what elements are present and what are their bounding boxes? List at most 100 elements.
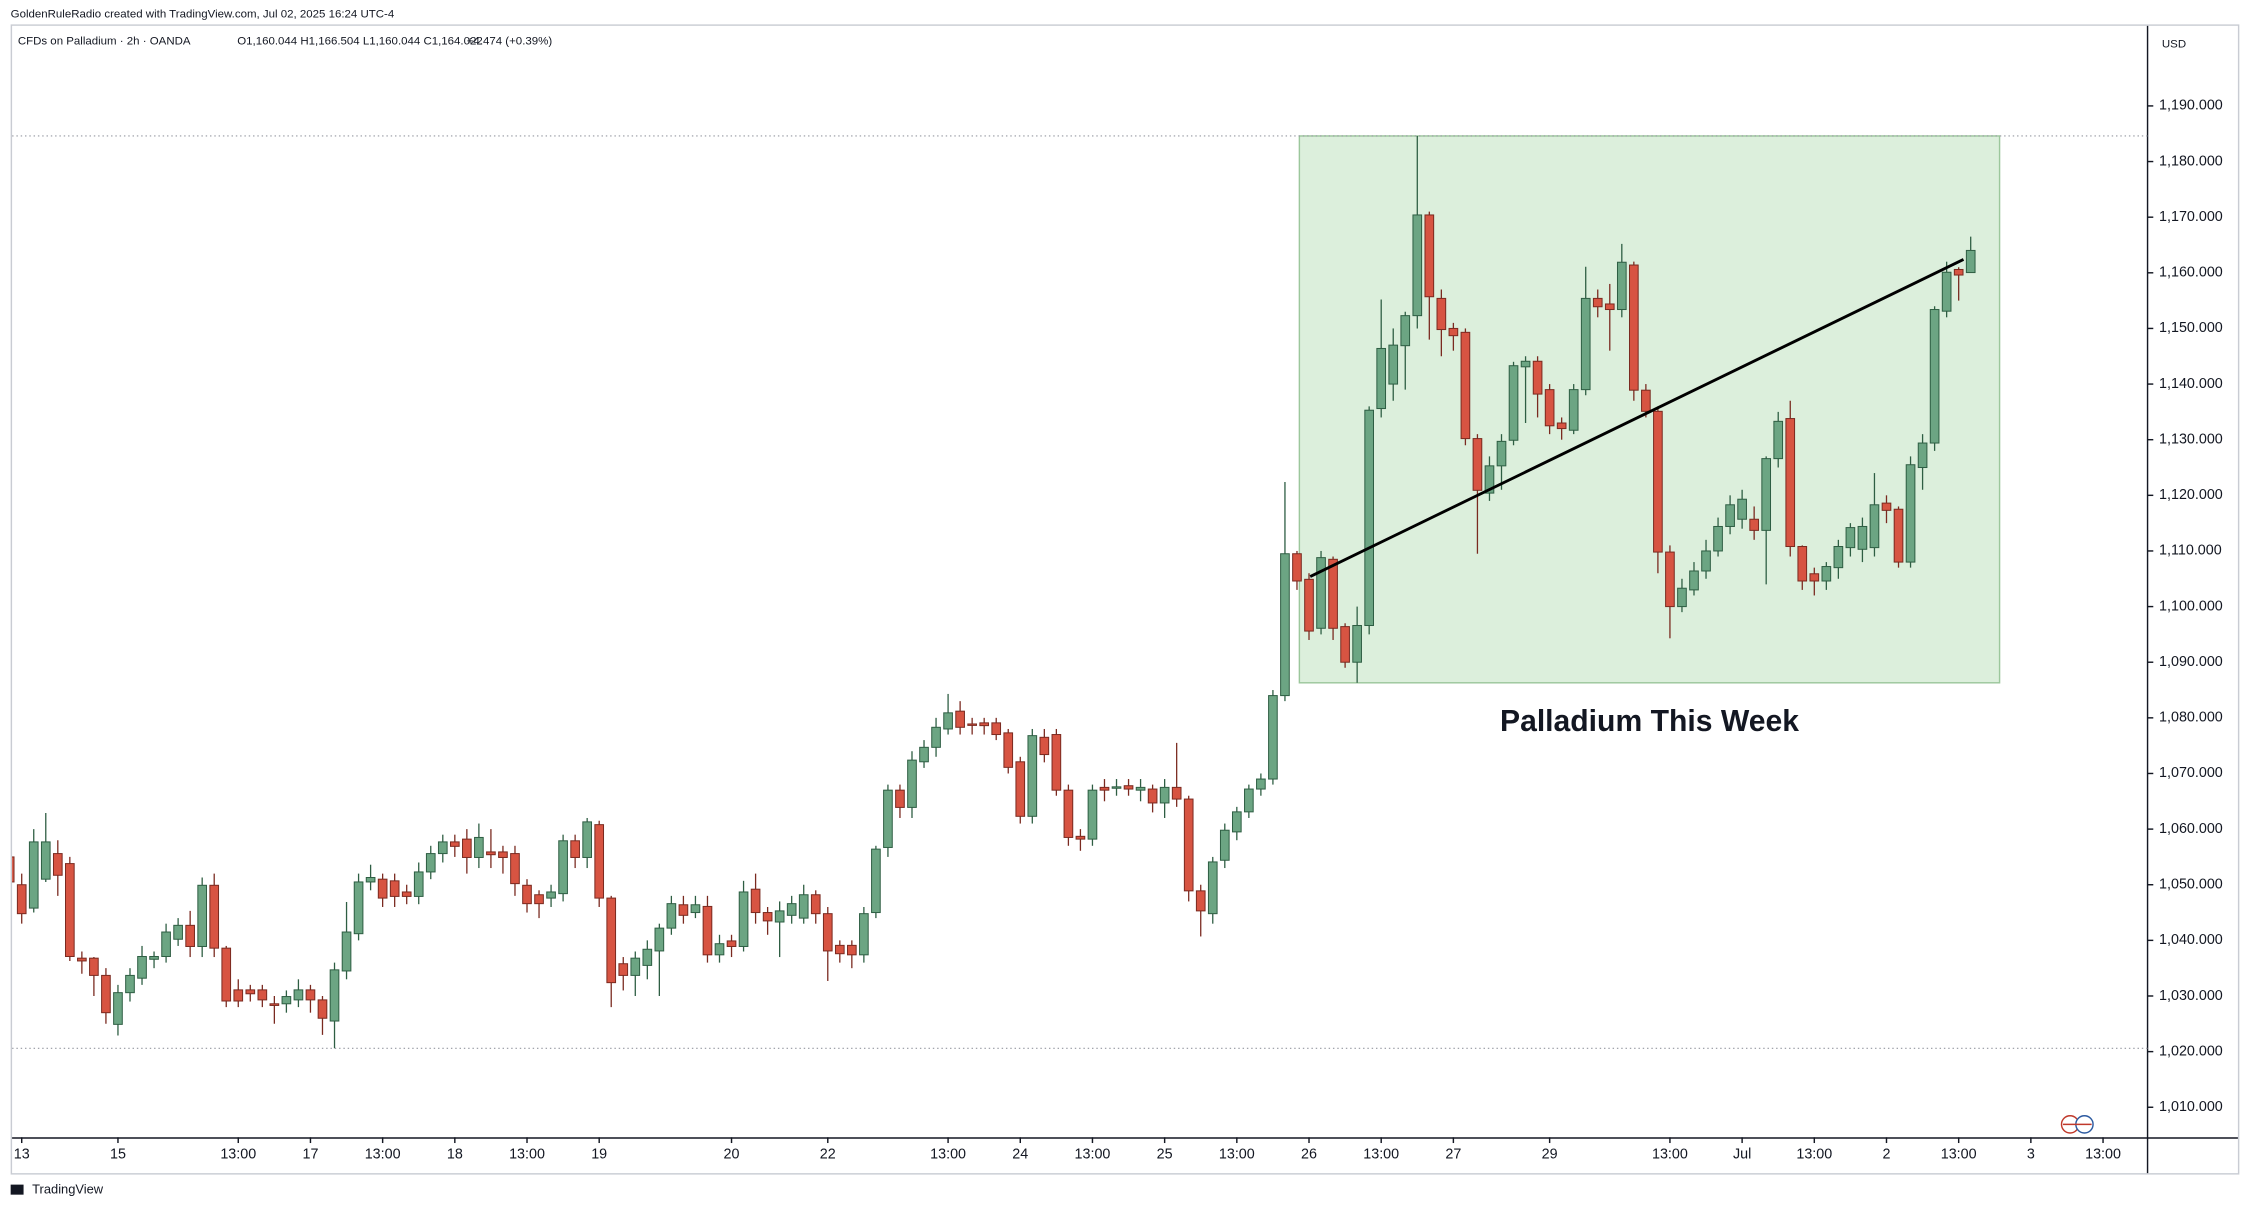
candle-body: [1580, 297, 1591, 391]
x-tick-label: 18: [447, 1146, 463, 1162]
candle-body: [389, 880, 400, 897]
candle-body: [269, 1003, 280, 1006]
symbol-legend: CFDs on Palladium · 2h · OANDA: [18, 36, 191, 48]
candle-body: [1328, 558, 1338, 629]
candle-body: [1304, 578, 1314, 632]
x-tick-label: 27: [1445, 1146, 1461, 1162]
candle-body: [1629, 264, 1639, 391]
x-tick-label: 2: [1883, 1146, 1891, 1162]
candle-body: [1219, 829, 1230, 861]
candle-body: [486, 851, 496, 856]
candle-body: [329, 969, 340, 1022]
candle-body: [1965, 249, 1976, 274]
candle-body: [1929, 309, 1940, 444]
candle-body: [859, 913, 869, 956]
chart-title: Palladium This Week: [1500, 705, 1799, 738]
x-tick-label: 13:00: [1363, 1146, 1399, 1162]
candle-body: [1268, 695, 1278, 780]
candle-body: [582, 821, 592, 858]
x-tick-label: 13:00: [1941, 1146, 1977, 1162]
candle-body: [1448, 327, 1459, 337]
candle-body: [895, 789, 905, 808]
candle-body: [871, 848, 881, 914]
candle-body: [1364, 409, 1374, 627]
candle-body: [883, 789, 893, 848]
candle-body: [1099, 786, 1110, 791]
candle-body: [1484, 465, 1495, 494]
candle-body: [317, 999, 328, 1019]
candle-body: [1123, 785, 1134, 790]
candle-body: [534, 894, 544, 905]
candle-body: [1905, 464, 1916, 563]
x-tick-label: 13:00: [1796, 1146, 1832, 1162]
y-tick-label: 1,150.000: [2159, 320, 2223, 336]
change-legend: +4.474 (+0.39%): [467, 36, 553, 48]
candle-body: [233, 989, 244, 1002]
y-tick-label: 1,100.000: [2159, 598, 2223, 614]
y-tick-label: 1,030.000: [2159, 988, 2223, 1004]
candle-body: [1616, 261, 1627, 311]
candle-body: [1015, 761, 1026, 817]
y-tick-label: 1,180.000: [2159, 153, 2223, 169]
candle-body: [1496, 440, 1507, 467]
candle-body: [281, 996, 292, 1005]
candle-body: [1641, 389, 1651, 412]
candle-body: [425, 853, 436, 873]
candle-body: [209, 884, 220, 949]
candle-body: [1231, 811, 1242, 833]
candle-body: [594, 824, 605, 899]
frame: [10, 24, 2240, 1175]
candle-body: [12, 856, 15, 883]
candle-body: [462, 838, 472, 858]
candle-body: [377, 878, 388, 899]
candle-body: [1207, 861, 1218, 915]
candle-body: [1556, 422, 1567, 430]
candle-body: [798, 894, 809, 919]
y-tick-label: 1,090.000: [2159, 654, 2223, 670]
candle-body: [28, 841, 39, 909]
candle-body: [618, 963, 629, 976]
candle-body: [341, 931, 352, 972]
y-tick-label: 1,060.000: [2159, 821, 2223, 837]
candle-body: [738, 891, 749, 947]
candle-body: [1809, 573, 1820, 582]
candle-body: [1857, 525, 1868, 550]
x-tick-label: 15: [110, 1146, 126, 1162]
candle-body: [1785, 418, 1796, 548]
candle-body: [678, 904, 689, 916]
candle-body: [293, 989, 304, 1001]
candle-body: [1075, 835, 1086, 840]
candle-body: [1292, 553, 1302, 582]
candle-body: [1953, 268, 1964, 276]
x-tick-label: 13:00: [930, 1146, 966, 1162]
candle-body: [437, 841, 448, 855]
candle-body: [305, 989, 316, 1001]
candle-body: [606, 897, 617, 984]
candle-body: [630, 957, 641, 976]
candle-body: [1737, 498, 1747, 520]
candle-body: [125, 974, 135, 994]
candle-body: [89, 957, 99, 976]
candle-body: [401, 891, 412, 897]
x-tick-label: 3: [2027, 1146, 2035, 1162]
candle-body: [1532, 360, 1543, 395]
candle-body: [197, 884, 208, 947]
candle-body: [449, 841, 460, 847]
candle-body: [1845, 527, 1856, 549]
footer: TradingView: [32, 1182, 104, 1197]
currency: USD: [2162, 38, 2186, 50]
x-tick-label: 13:00: [2085, 1146, 2121, 1162]
y-tick-label: 1,140.000: [2159, 376, 2223, 392]
candle-body: [52, 853, 63, 876]
candle-body: [1087, 789, 1098, 840]
ohlc-legend: O1,160.044 H1,166.504 L1,160.044 C1,164.…: [237, 36, 483, 48]
candle-body: [750, 888, 761, 914]
y-tick-label: 1,190.000: [2159, 98, 2223, 114]
y-tick-label: 1,160.000: [2159, 265, 2223, 281]
candle-body: [690, 904, 701, 914]
tradingview-logo: TradingView: [10, 1182, 104, 1197]
x-tick-label: 26: [1301, 1146, 1317, 1162]
candle-body: [822, 913, 833, 952]
candle-body: [1436, 297, 1447, 331]
